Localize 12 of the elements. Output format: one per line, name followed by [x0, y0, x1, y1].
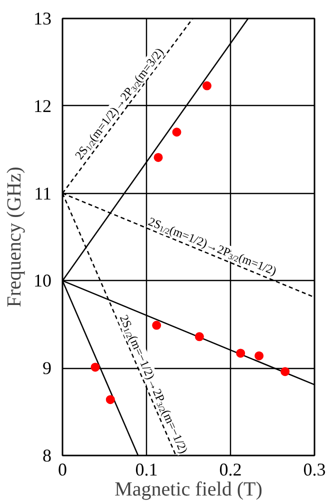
x-tick-label: 0.1 — [135, 460, 158, 480]
y-tick-label: 13 — [34, 8, 52, 28]
y-tick-label: 9 — [42, 358, 52, 378]
x-tick-label: 0.3 — [303, 460, 326, 480]
x-tick-label: 0.2 — [219, 460, 242, 480]
x-tick-label: 0 — [58, 460, 67, 480]
y-tick-label: 12 — [34, 96, 52, 116]
y-tick-label: 8 — [42, 446, 52, 466]
x-axis-title: Magnetic field (T) — [114, 478, 262, 500]
y-axis-title: Frequency (GHz) — [4, 166, 26, 308]
y-tick-label: 11 — [34, 183, 52, 204]
y-tick-label: 10 — [34, 270, 52, 291]
